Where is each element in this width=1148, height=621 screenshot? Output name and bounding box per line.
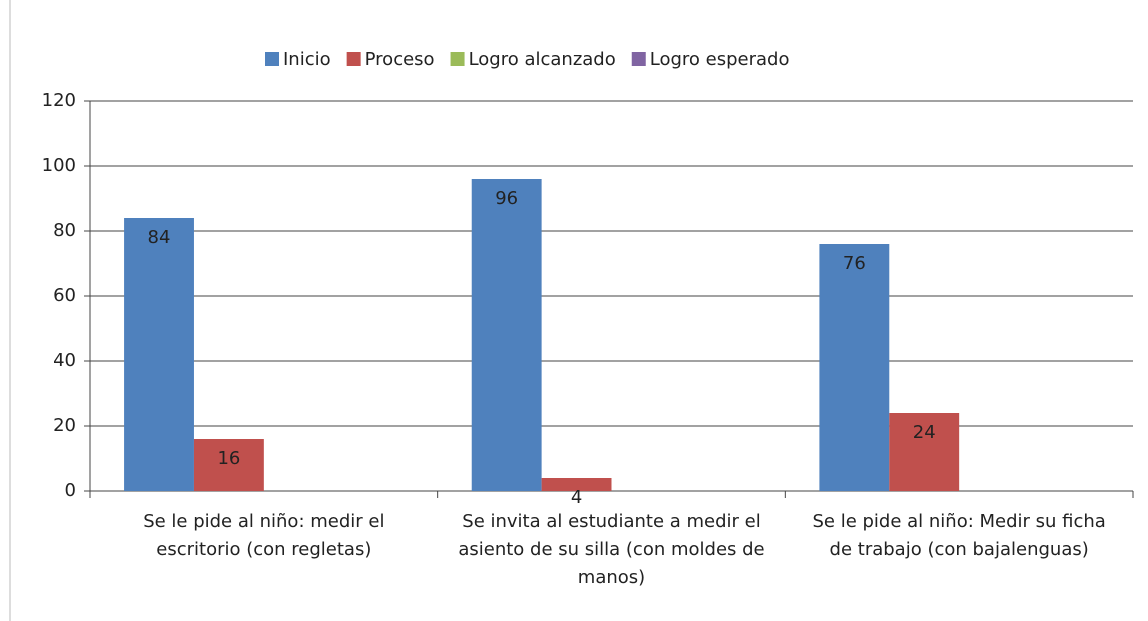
data-label: 84 bbox=[148, 227, 171, 248]
bar bbox=[541, 478, 612, 491]
bar bbox=[471, 179, 542, 491]
legend-label: Inicio bbox=[283, 49, 331, 70]
bar bbox=[193, 439, 264, 491]
data-label: 76 bbox=[843, 253, 866, 274]
legend-label: Logro alcanzado bbox=[469, 49, 616, 70]
y-tick-label: 40 bbox=[53, 350, 76, 371]
legend-swatch bbox=[631, 52, 646, 66]
y-tick-label: 0 bbox=[65, 480, 76, 501]
y-tick-label: 20 bbox=[53, 415, 76, 436]
x-tick-label: Se le pide al niño: Medir su ficha de tr… bbox=[812, 511, 1106, 560]
legend-label: Proceso bbox=[365, 49, 435, 70]
x-tick-label: Se le pide al niño: medir el escritorio … bbox=[143, 511, 385, 560]
y-tick-label: 80 bbox=[53, 220, 76, 241]
data-label: 24 bbox=[913, 422, 936, 443]
data-label: 96 bbox=[495, 188, 518, 209]
y-tick-label: 120 bbox=[42, 90, 76, 111]
legend-swatch bbox=[346, 52, 361, 66]
y-tick-label: 100 bbox=[42, 155, 76, 176]
x-tick-label: Se invita al estudiante a medir el asien… bbox=[458, 511, 765, 588]
legend-swatch bbox=[450, 52, 465, 66]
data-label: 4 bbox=[571, 487, 582, 508]
bar bbox=[819, 244, 890, 491]
bar bbox=[124, 218, 194, 491]
y-tick-label: 60 bbox=[53, 285, 76, 306]
bar bbox=[889, 413, 960, 491]
legend-label: Logro esperado bbox=[650, 49, 790, 70]
legend-swatch bbox=[265, 52, 279, 66]
data-label: 16 bbox=[217, 448, 240, 469]
